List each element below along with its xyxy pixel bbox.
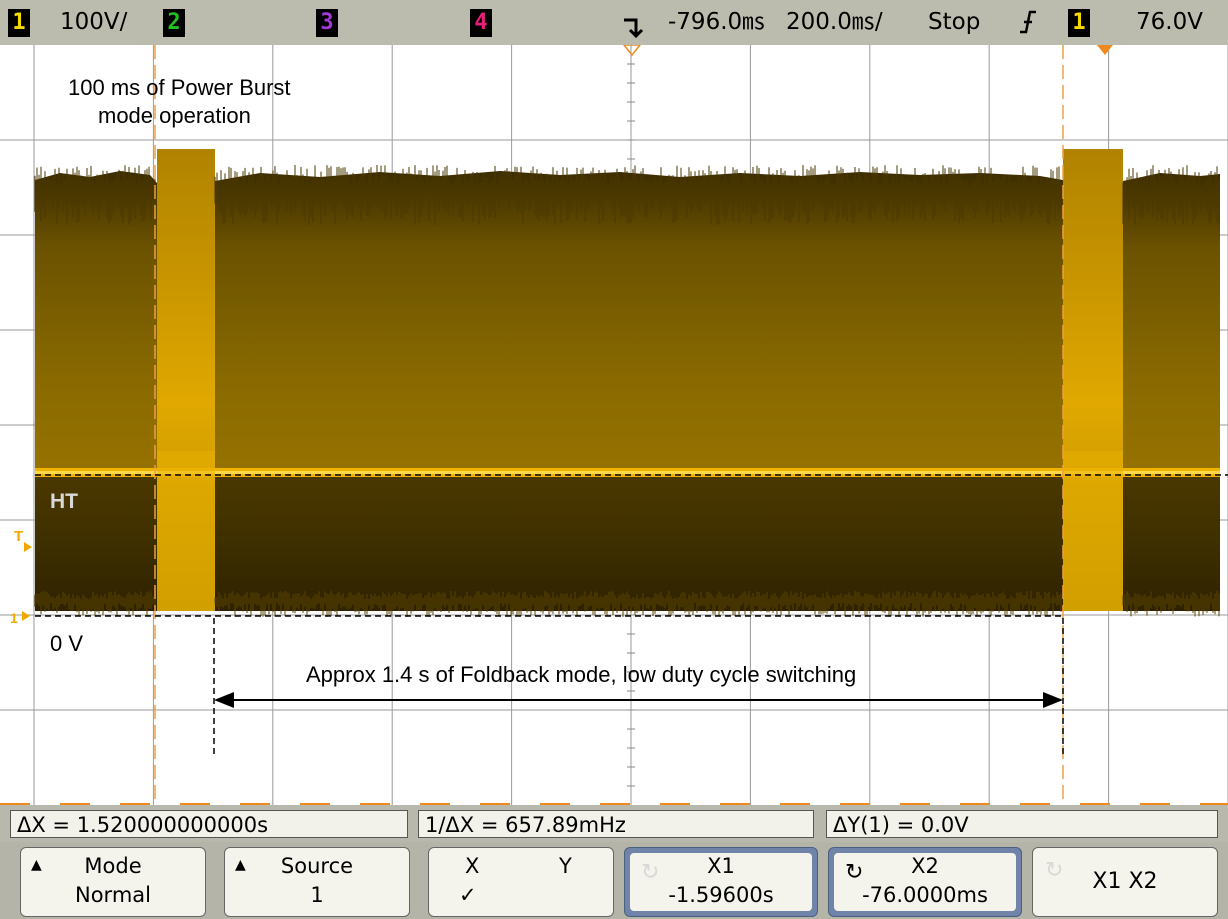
menu-up-arrow-icon: ▲	[235, 857, 246, 873]
zero-volt-label: 0 V	[50, 631, 84, 656]
top-edge-markers	[623, 45, 1113, 57]
x1-x2-label: X1 X2	[1092, 869, 1158, 894]
rising-edge-icon	[1018, 0, 1038, 45]
x1-softkey-title: X1	[707, 854, 735, 878]
power-burst-lower	[1063, 451, 1123, 611]
trace-envelope-lower	[1123, 477, 1220, 611]
trace-envelope-lower	[35, 477, 157, 611]
delay-marker-icon	[622, 0, 646, 45]
ground-marker: 1	[10, 610, 18, 626]
x-option-label: X	[465, 854, 480, 878]
waveform-plot	[0, 45, 1228, 805]
x1-cursor-softkey[interactable]: ↻ X1 -1.59600s	[624, 847, 818, 917]
burst-annotation-line1: 100 ms of Power Burst	[68, 75, 291, 100]
delta-y-readout: ΔY(1) = 0.0V	[826, 810, 1218, 838]
channel-1-trace	[35, 149, 1220, 611]
status-bar: 1 100V/ 2 3 4 -796.0㎳ 200.0㎳/ Stop 1 76.…	[0, 0, 1228, 45]
ht-label: HT	[50, 490, 78, 513]
trace-noise-top	[214, 165, 1062, 225]
source-softkey[interactable]: ▲ Source 1	[224, 847, 410, 917]
trace-envelope-upper	[1123, 173, 1220, 475]
channel-1-scale[interactable]: 100V/	[60, 9, 128, 35]
ht-trace-line-core	[35, 471, 1220, 474]
run-state[interactable]: Stop	[928, 9, 981, 35]
trigger-source[interactable]: 1	[1068, 9, 1090, 37]
source-softkey-title: Source	[280, 854, 354, 878]
channel-1-indicator[interactable]: 1	[8, 9, 30, 37]
delay-marker-triangle	[623, 45, 641, 57]
time-delay-readout[interactable]: -796.0㎳	[668, 9, 766, 35]
trace-noise-bottom	[1122, 591, 1220, 617]
trigger-level[interactable]: 76.0V	[1136, 9, 1203, 35]
rotate-knob-icon: ↻	[641, 860, 660, 885]
x1-x2-softkey[interactable]: ↻ X1 X2	[1032, 847, 1218, 917]
inverse-delta-x-readout: 1/ΔX = 657.89mHz	[418, 810, 814, 838]
channel-3-indicator[interactable]: 3	[316, 9, 338, 37]
ground-marker-arrow	[22, 611, 30, 621]
x2-softkey-value: -76.0000ms	[862, 883, 988, 907]
waveform-display: T 1 100 ms of Power Burst mode operation…	[0, 45, 1228, 805]
trace-envelope-upper	[215, 171, 1063, 475]
delta-x-readout: ΔX = 1.520000000000s	[10, 810, 408, 838]
trace-noise-top	[1122, 165, 1220, 225]
mode-softkey-value: Normal	[75, 883, 151, 907]
burst-annotation-line2: mode operation	[98, 103, 251, 128]
mode-softkey[interactable]: ▲ Mode Normal	[20, 847, 206, 917]
channel-2-indicator[interactable]: 2	[163, 9, 185, 37]
x2-cursor-softkey[interactable]: ↻ X2 -76.0000ms	[828, 847, 1022, 917]
trace-envelope-upper	[35, 171, 157, 475]
trace-envelope-lower	[215, 477, 1063, 611]
rotate-knob-icon: ↻	[1045, 858, 1064, 883]
trace-noise	[34, 165, 1220, 617]
measurement-bar: ΔX = 1.520000000000s 1/ΔX = 657.89mHz ΔY…	[0, 805, 1228, 842]
mode-softkey-title: Mode	[84, 854, 142, 878]
checkmark-icon: ✓	[459, 883, 477, 907]
channel-4-indicator[interactable]: 4	[470, 9, 492, 37]
softkey-bar: ▲ Mode Normal ▲ Source 1 X Y ✓ ↻ X1 -1.5…	[0, 842, 1228, 919]
trigger-level-marker: T	[14, 528, 24, 545]
xy-softkey[interactable]: X Y ✓	[428, 847, 614, 917]
foldback-span-arrow	[214, 692, 1063, 708]
time-scale-readout[interactable]: 200.0㎳/	[786, 9, 883, 35]
x1-softkey-value: -1.59600s	[668, 883, 774, 907]
trace-noise-bottom	[214, 591, 1062, 617]
foldback-annotation: Approx 1.4 s of Foldback mode, low duty …	[306, 662, 857, 687]
reference-lines	[35, 474, 1228, 755]
trace-noise-top	[34, 165, 156, 225]
trigger-time-marker	[1097, 45, 1113, 55]
x2-softkey-title: X2	[911, 854, 939, 878]
menu-up-arrow-icon: ▲	[31, 857, 42, 873]
power-burst-lower	[157, 451, 215, 611]
trace-noise-bottom	[34, 591, 156, 617]
rotate-knob-icon: ↻	[845, 860, 864, 885]
y-option-label: Y	[559, 854, 572, 878]
trigger-level-marker-arrow	[24, 542, 32, 552]
source-softkey-value: 1	[310, 883, 324, 907]
